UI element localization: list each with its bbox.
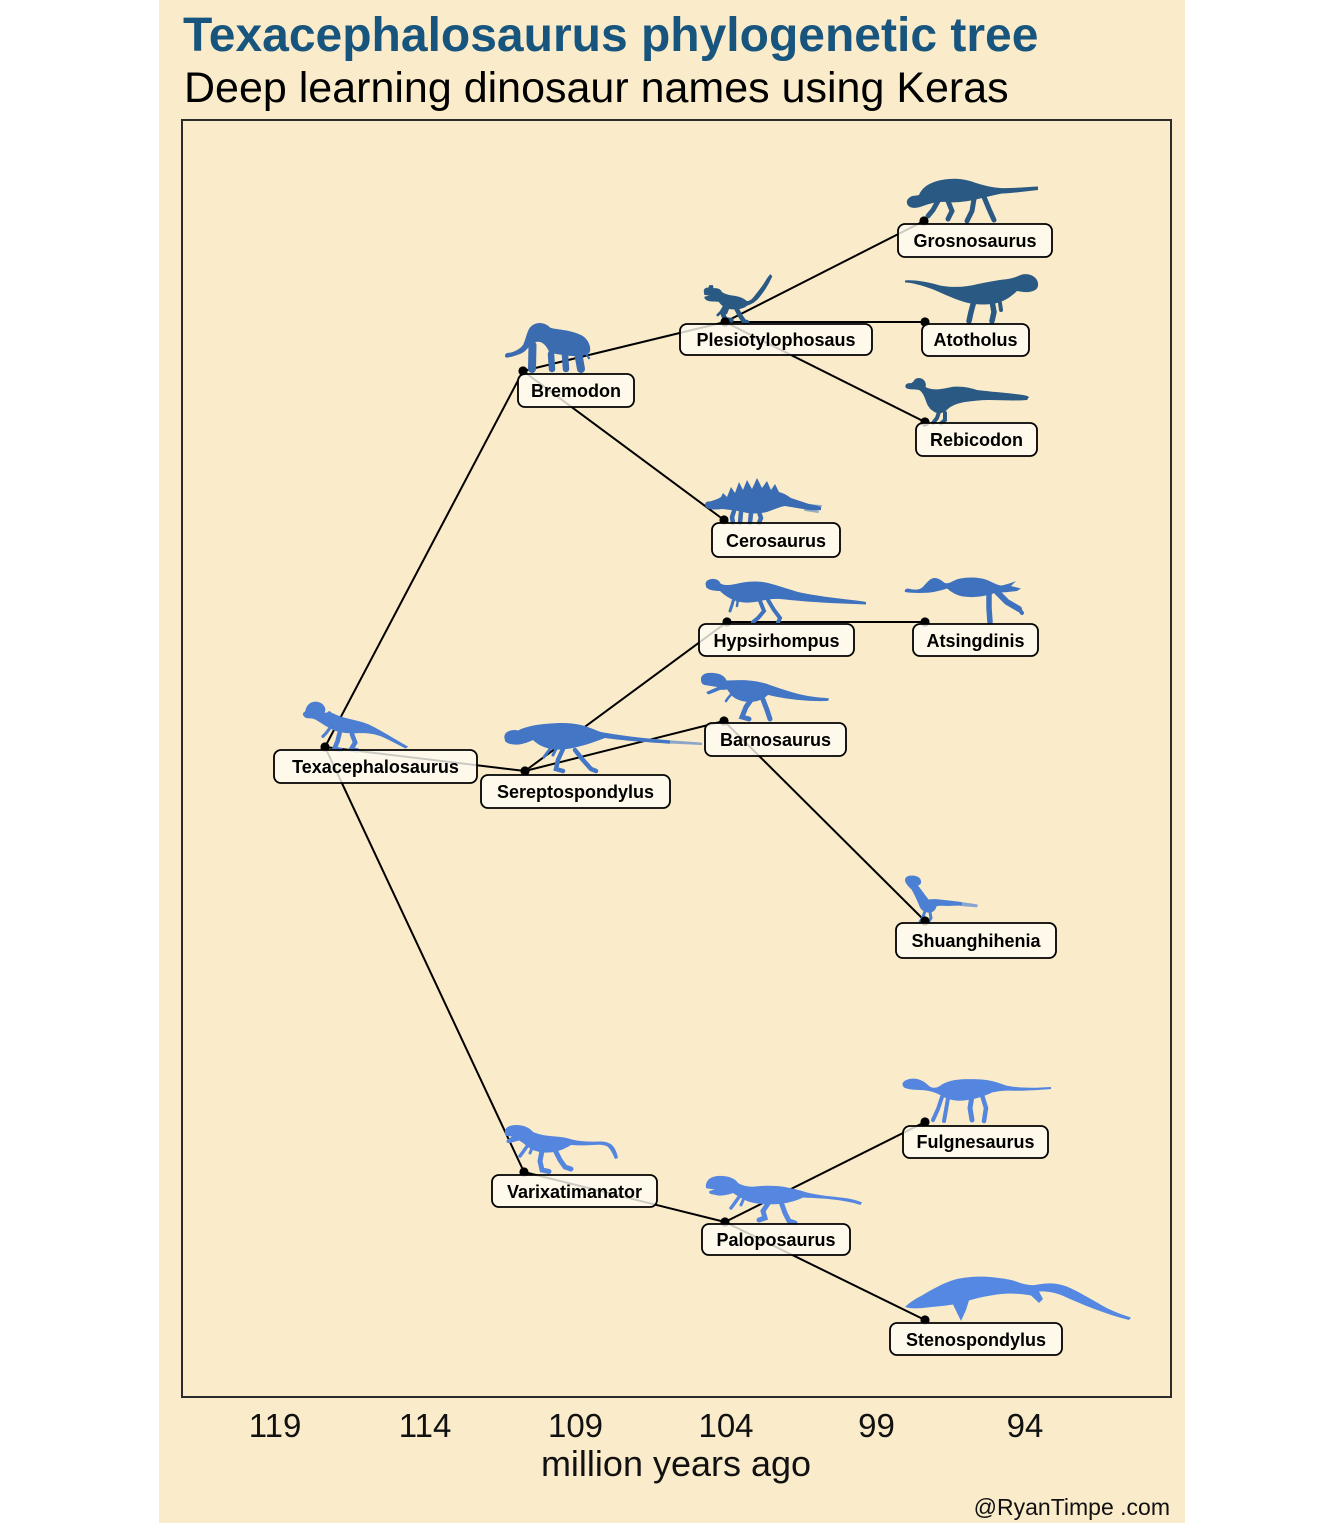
- svg-text:Stenospondylus: Stenospondylus: [906, 1330, 1046, 1350]
- svg-text:Cerosaurus: Cerosaurus: [726, 531, 826, 551]
- svg-text:Texacephalosaurus: Texacephalosaurus: [292, 757, 459, 777]
- svg-text:Atotholus: Atotholus: [934, 330, 1018, 350]
- svg-text:Barnosaurus: Barnosaurus: [720, 730, 831, 750]
- svg-text:Atsingdinis: Atsingdinis: [927, 631, 1025, 651]
- svg-text:Sereptospondylus: Sereptospondylus: [497, 782, 654, 802]
- svg-text:Varixatimanator: Varixatimanator: [507, 1182, 642, 1202]
- svg-text:Fulgnesaurus: Fulgnesaurus: [916, 1132, 1034, 1152]
- svg-text:Plesiotylophosaus: Plesiotylophosaus: [696, 330, 855, 350]
- svg-text:Shuanghihenia: Shuanghihenia: [911, 931, 1041, 951]
- svg-text:Hypsirhompus: Hypsirhompus: [713, 631, 839, 651]
- svg-text:Bremodon: Bremodon: [531, 381, 621, 401]
- svg-text:Paloposaurus: Paloposaurus: [716, 1230, 835, 1250]
- svg-text:Rebicodon: Rebicodon: [930, 430, 1023, 450]
- svg-text:Grosnosaurus: Grosnosaurus: [913, 231, 1036, 251]
